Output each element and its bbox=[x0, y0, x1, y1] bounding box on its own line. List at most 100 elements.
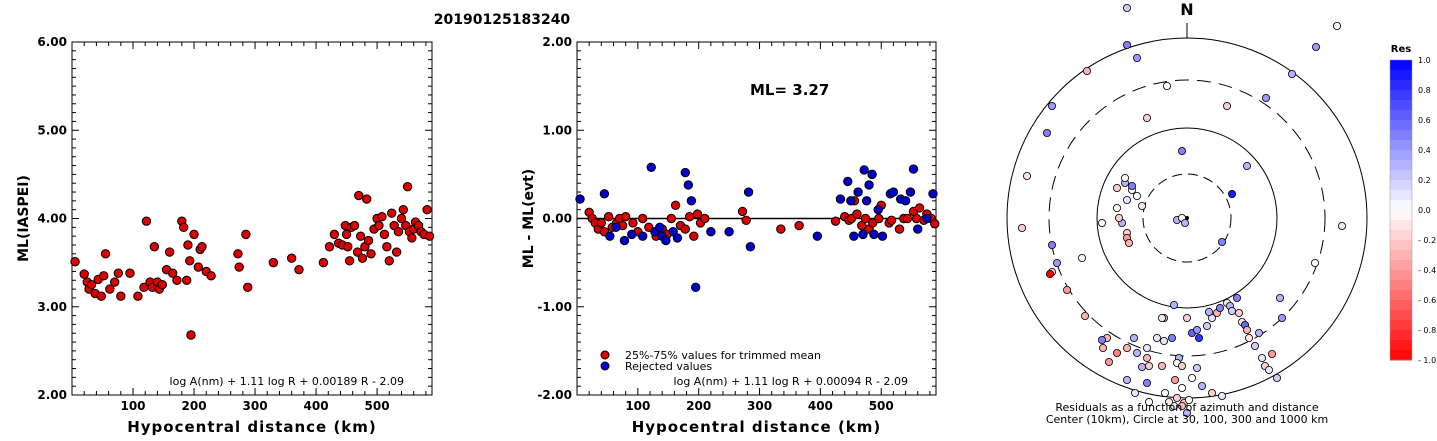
data-point-blue bbox=[638, 231, 648, 241]
data-point bbox=[185, 256, 195, 266]
data-point-blue bbox=[888, 187, 899, 197]
x-axis-label: Hypocentral distance (km) bbox=[632, 418, 882, 436]
y-tick-label: 4.00 bbox=[37, 212, 67, 226]
data-point bbox=[133, 291, 143, 301]
residual-point bbox=[1160, 336, 1169, 345]
data-point bbox=[172, 275, 182, 285]
colorbar-segment bbox=[1390, 100, 1412, 111]
data-point-blue bbox=[683, 180, 694, 190]
data-point-blue bbox=[905, 187, 916, 197]
residual-point bbox=[1153, 333, 1162, 342]
residual-point bbox=[1113, 203, 1122, 212]
residual-point bbox=[1251, 341, 1260, 350]
residual-point bbox=[1113, 348, 1122, 357]
data-point bbox=[366, 249, 376, 259]
y-tick-label: 0.00 bbox=[542, 212, 572, 226]
colorbar-frame bbox=[1389, 59, 1413, 361]
residual-point bbox=[1338, 221, 1347, 230]
data-point bbox=[407, 233, 417, 243]
data-point bbox=[355, 231, 366, 241]
data-point-red bbox=[914, 203, 925, 213]
polar-circle-30km bbox=[1142, 173, 1232, 263]
residual-point bbox=[1216, 303, 1225, 312]
colorbar-segment bbox=[1390, 290, 1412, 301]
data-point bbox=[379, 229, 390, 240]
residual-point bbox=[1165, 397, 1174, 406]
residual-point bbox=[1193, 363, 1202, 372]
data-point-blue bbox=[605, 231, 615, 241]
data-point bbox=[329, 229, 340, 240]
residual-point bbox=[1173, 393, 1182, 402]
residual-point bbox=[1168, 333, 1177, 342]
polar-circle-300km bbox=[1048, 79, 1326, 357]
colorbar-tick-label: - 1.0 bbox=[1418, 356, 1436, 365]
residual-point bbox=[1023, 171, 1032, 180]
data-point-blue bbox=[619, 235, 630, 246]
polar-caption: Residuals as a function of azimuth and d… bbox=[1055, 401, 1318, 414]
data-point bbox=[113, 268, 124, 278]
residual-point bbox=[1278, 313, 1287, 322]
data-point bbox=[197, 242, 207, 252]
residual-point bbox=[1098, 218, 1107, 227]
colorbar-tick-label: - 0.8 bbox=[1418, 326, 1436, 335]
colorbar-segment bbox=[1390, 180, 1412, 191]
legend-marker-blue bbox=[600, 361, 610, 371]
colorbar-tick-label: - 0.4 bbox=[1418, 266, 1436, 275]
data-point bbox=[110, 277, 120, 287]
data-point-blue bbox=[611, 222, 621, 233]
residual-point bbox=[1171, 375, 1180, 384]
residual-point bbox=[1170, 300, 1179, 309]
colorbar-segment bbox=[1390, 130, 1412, 141]
residual-point bbox=[1048, 102, 1057, 111]
residual-point bbox=[1143, 114, 1152, 123]
residual-point bbox=[1105, 357, 1114, 366]
y-axis-label: ML - ML(evt) bbox=[521, 169, 537, 268]
residual-point bbox=[1183, 408, 1192, 417]
residual-point bbox=[1223, 102, 1232, 111]
residual-point bbox=[1243, 161, 1252, 170]
colorbar-tick-label: 0.2 bbox=[1418, 176, 1431, 185]
formula-text: log A(nm) + 1.11 log R + 0.00094 R - 2.0… bbox=[674, 375, 908, 388]
colorbar-tick-label: - 0.6 bbox=[1418, 296, 1436, 305]
data-point-red bbox=[620, 212, 631, 222]
data-point-red bbox=[692, 209, 703, 219]
data-point bbox=[424, 231, 435, 241]
data-point bbox=[402, 182, 413, 192]
data-point bbox=[125, 268, 135, 278]
data-point bbox=[387, 208, 397, 218]
x-tick-label: 100 bbox=[625, 399, 650, 413]
colorbar-segment bbox=[1390, 280, 1412, 291]
colorbar-segment bbox=[1390, 190, 1412, 201]
residual-point bbox=[1163, 82, 1172, 91]
colorbar-tick-label: 0.8 bbox=[1418, 86, 1431, 95]
data-point bbox=[234, 262, 244, 272]
colorbar-segment bbox=[1390, 150, 1412, 161]
residual-point bbox=[1235, 308, 1244, 317]
data-point-red bbox=[666, 213, 677, 224]
data-point bbox=[182, 275, 192, 285]
residual-point bbox=[1245, 333, 1254, 342]
data-point-blue bbox=[861, 196, 872, 206]
residual-point bbox=[1178, 383, 1187, 392]
data-point-blue bbox=[867, 169, 877, 180]
x-axis-label: Hypocentral distance (km) bbox=[127, 418, 377, 436]
y-tick-label: 1.00 bbox=[542, 123, 572, 137]
colorbar-segment bbox=[1390, 270, 1412, 281]
data-point-red bbox=[680, 224, 691, 234]
x-tick-label: 100 bbox=[120, 399, 145, 413]
residual-point bbox=[1288, 70, 1297, 79]
data-point bbox=[344, 256, 355, 266]
residual-point bbox=[1311, 258, 1320, 267]
data-point-blue bbox=[908, 164, 919, 174]
residual-point bbox=[1228, 306, 1237, 315]
legend-label-blue: Rejected values bbox=[625, 360, 712, 373]
residual-point bbox=[1123, 41, 1132, 50]
data-point-blue bbox=[900, 196, 911, 206]
data-point bbox=[164, 247, 175, 257]
data-point bbox=[391, 247, 402, 257]
residual-point bbox=[1188, 373, 1197, 382]
colorbar-segment bbox=[1390, 320, 1412, 331]
residual-point bbox=[1203, 321, 1212, 330]
x-tick-label: 500 bbox=[365, 399, 390, 413]
data-point-red bbox=[596, 218, 607, 228]
